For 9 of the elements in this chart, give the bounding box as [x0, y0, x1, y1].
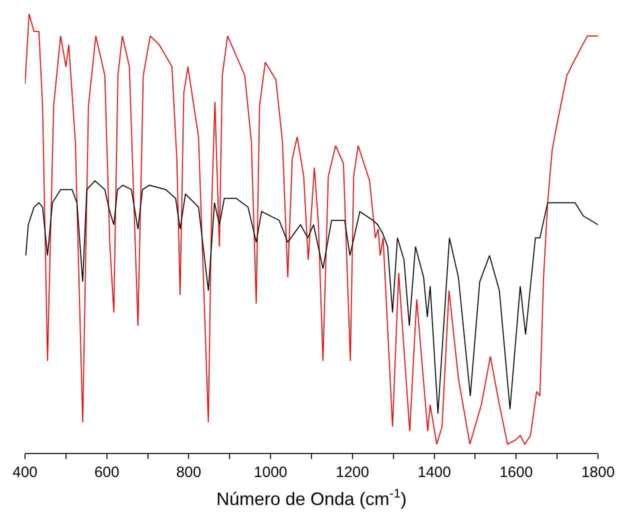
x-tick-label: 600: [94, 464, 120, 481]
x-tick-label: 800: [176, 464, 202, 481]
x-tick-label: 1600: [499, 464, 533, 481]
x-tick-label: 400: [12, 464, 38, 481]
x-axis-title: Número de Onda (cm$^{-1}$): [216, 486, 407, 510]
x-tick-label: 1400: [418, 464, 451, 481]
x-tick-label: 1800: [581, 464, 615, 481]
x-tick-label: 1200: [336, 464, 370, 481]
x-tick-label: 1000: [254, 464, 288, 481]
